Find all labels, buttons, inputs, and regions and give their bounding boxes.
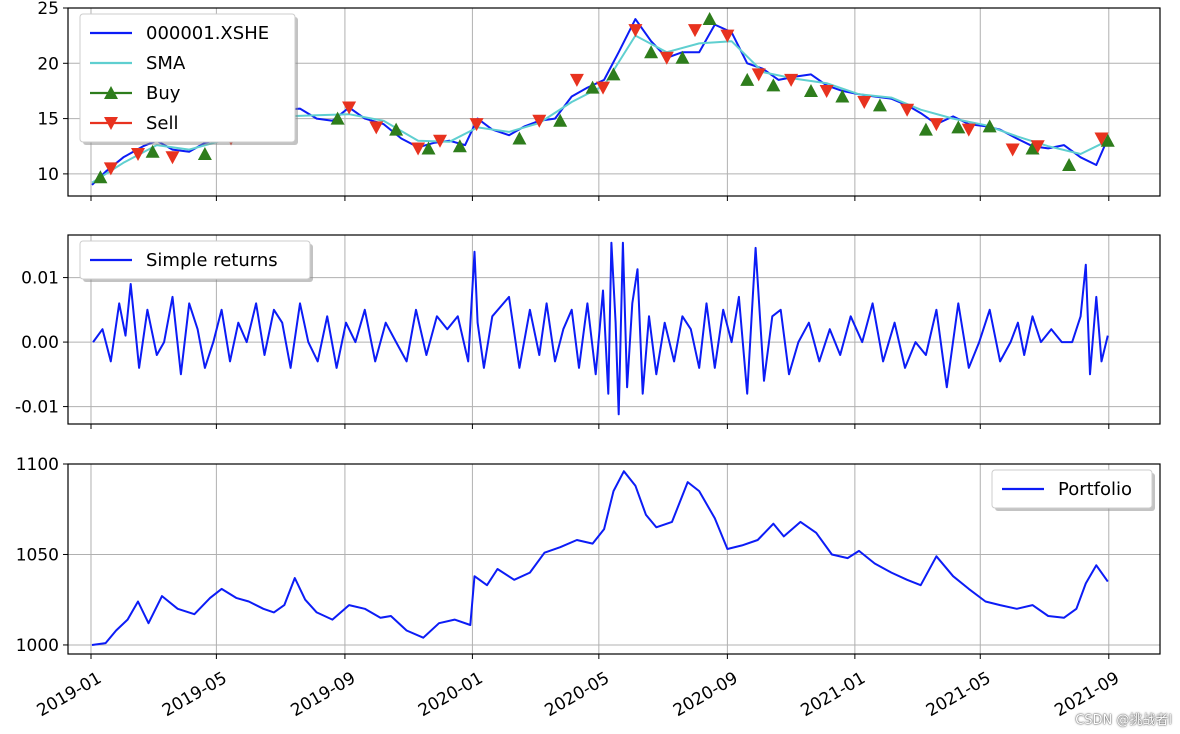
returns-panel-frame <box>67 234 1161 425</box>
sell-marker <box>433 134 448 148</box>
buy-marker <box>644 45 659 59</box>
legend-label: 000001.XSHE <box>146 23 269 44</box>
buy-marker <box>803 83 818 97</box>
sell-marker <box>103 162 118 176</box>
y-tick-label: -0.01 <box>15 398 59 418</box>
buy-marker <box>766 78 781 92</box>
sell-marker <box>469 118 484 132</box>
legend-label: SMA <box>146 53 186 74</box>
legend-label: Sell <box>146 113 179 134</box>
buy-marker <box>951 120 966 134</box>
sell-marker <box>532 114 547 128</box>
buy-marker <box>1062 158 1077 172</box>
legend-box <box>79 13 296 143</box>
sell-marker <box>929 118 944 132</box>
sell-marker <box>1030 140 1045 154</box>
y-tick-label: 0.00 <box>21 333 59 353</box>
buy-marker <box>606 67 621 81</box>
sell-marker <box>720 29 735 43</box>
buy-marker <box>702 12 717 26</box>
buy-marker <box>585 80 600 94</box>
buy-marker <box>145 144 160 158</box>
buy-marker <box>918 122 933 136</box>
buy-marker <box>1100 133 1115 147</box>
x-tick-label: 2021-05 <box>923 668 995 721</box>
buy-marker <box>982 119 997 133</box>
sell-marker <box>900 103 915 117</box>
sell-marker <box>659 51 674 65</box>
sell-marker <box>596 81 611 95</box>
sell-marker <box>857 96 872 109</box>
x-tick-label: 2020-01 <box>415 668 487 721</box>
y-tick-label: 1100 <box>16 455 59 475</box>
y-tick-label: 1000 <box>16 636 59 656</box>
x-tick-labels: 2019-01 2019-05 2019-09 2020-01 2020-05 2020-… <box>34 668 1123 721</box>
buy-marker <box>675 50 690 64</box>
sell-marker <box>342 101 357 115</box>
x-tick-label: 2019-01 <box>34 668 106 721</box>
sell-marker <box>569 73 584 87</box>
legend-label: Simple returns <box>146 250 278 271</box>
portfolio-line <box>91 470 1109 646</box>
legend-box <box>991 469 1153 509</box>
sell-marker <box>369 121 384 135</box>
buy-marker <box>740 72 755 86</box>
sell-marker <box>819 84 834 98</box>
x-tick-label: 2019-09 <box>288 668 360 721</box>
watermark: CSDN @挑战者l <box>1075 713 1172 728</box>
buy-marker <box>93 170 108 184</box>
legend-label: Buy <box>146 83 181 104</box>
buy-marker <box>872 98 887 112</box>
x-tick-label: 2020-09 <box>670 668 742 721</box>
buy-marker <box>197 146 212 160</box>
sell-marker <box>1094 132 1109 146</box>
y-tick-label: 25 <box>37 0 59 19</box>
x-tick-label: 2019-05 <box>159 668 231 721</box>
sell-marker <box>628 24 643 38</box>
sell-marker <box>784 73 799 87</box>
price-panel-frame <box>67 7 1161 197</box>
buy-marker <box>389 122 404 136</box>
x-tick-label: 2020-05 <box>541 668 613 721</box>
buy-marker <box>553 113 568 127</box>
legend-marker-down <box>104 117 118 130</box>
legend-label: Portfolio <box>1058 479 1132 500</box>
buy-marker <box>421 141 436 155</box>
buy-marker <box>835 89 850 103</box>
buy-marker <box>452 139 467 153</box>
y-tick-label: 1050 <box>16 545 59 565</box>
buy-marker <box>1025 141 1040 155</box>
x-tick-label: 2021-01 <box>798 668 870 721</box>
sell-marker <box>961 123 976 137</box>
sell-marker <box>1005 143 1020 157</box>
portfolio-panel: 1000 1050 1100 Portfolio <box>16 455 1161 659</box>
legend-box <box>79 240 311 280</box>
sell-marker <box>751 68 766 82</box>
y-tick-label: 20 <box>37 54 59 74</box>
sell-marker <box>687 24 702 38</box>
y-tick-label: 15 <box>37 110 59 130</box>
sell-marker <box>165 151 180 165</box>
portfolio-panel-frame <box>67 463 1161 655</box>
y-tick-label: 10 <box>37 165 59 185</box>
price-panel: 10 15 20 25 000001.XSHE SMA Buy Sell <box>37 0 1161 201</box>
buy-marker <box>512 131 527 145</box>
buy-marker <box>330 111 345 125</box>
sell-marker <box>131 147 146 161</box>
sell-marker <box>411 142 426 156</box>
returns-line <box>92 241 1109 416</box>
returns-panel: -0.01 0.00 0.01 Simple returns <box>15 234 1161 429</box>
legend-marker-up <box>104 86 118 99</box>
y-tick-label: 0.01 <box>21 269 59 289</box>
